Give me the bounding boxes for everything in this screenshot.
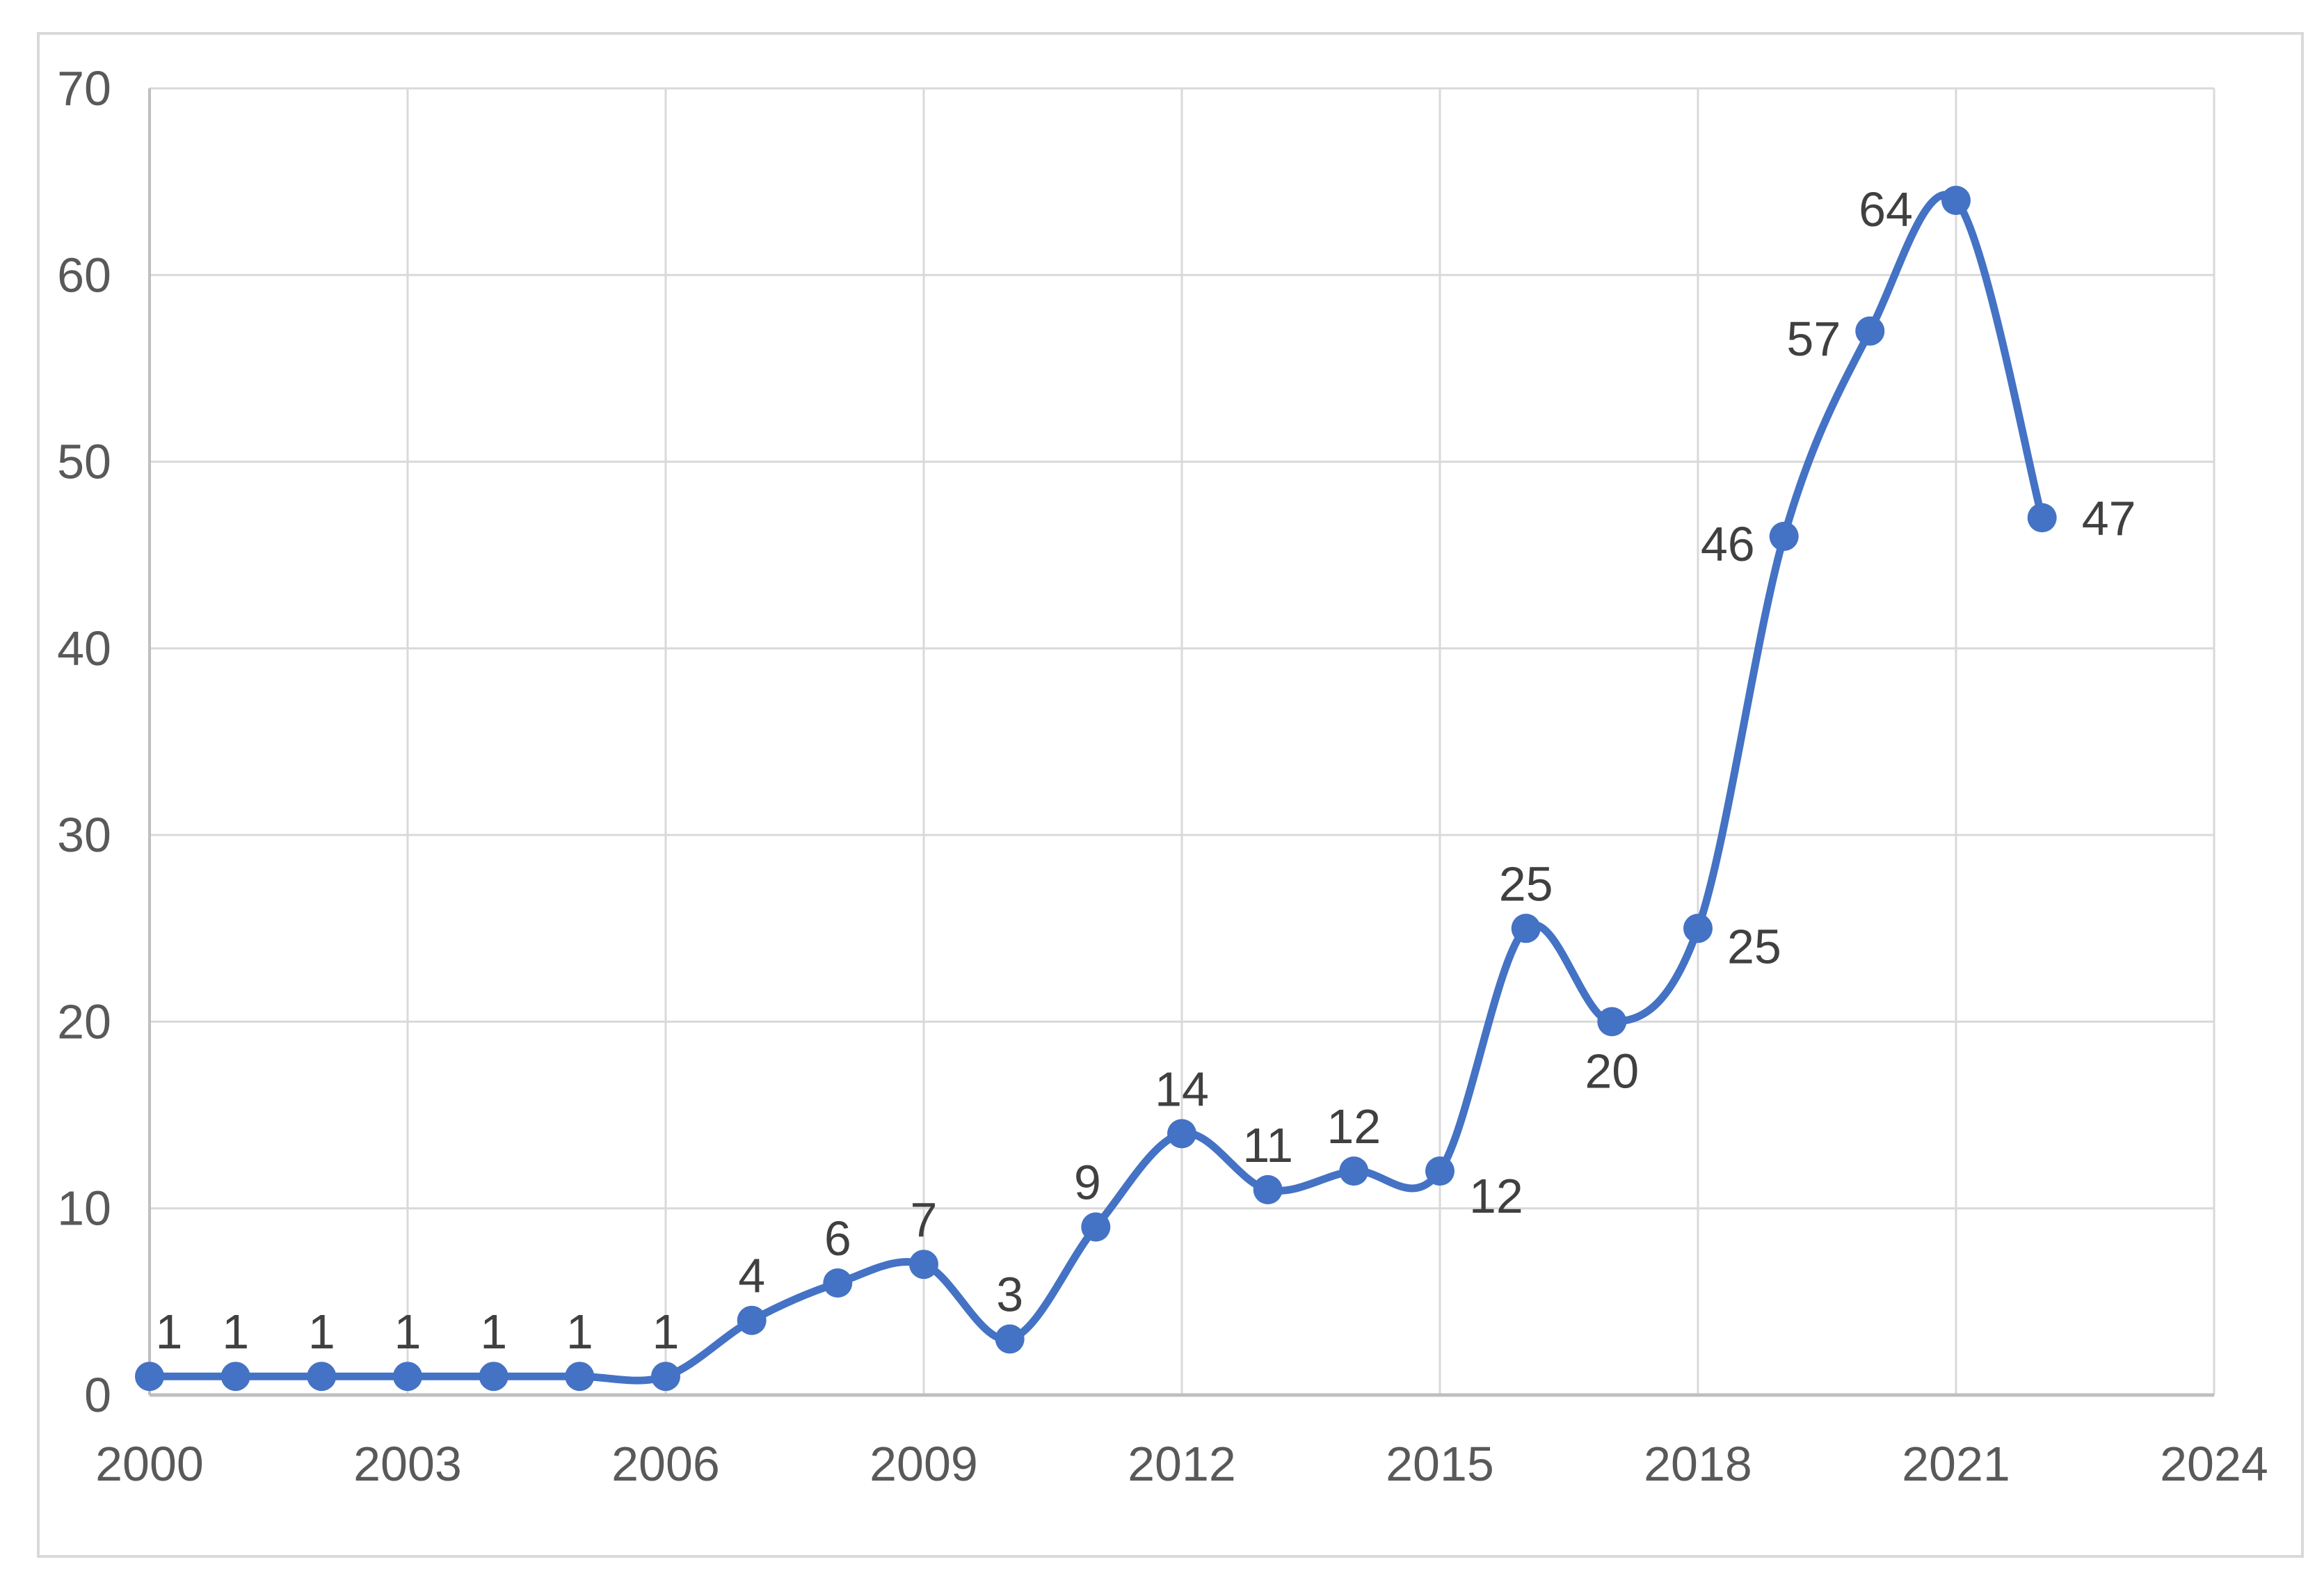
data-point-label: 1: [156, 1305, 183, 1359]
data-point-label: 14: [1155, 1062, 1209, 1116]
data-point-marker: [1339, 1156, 1369, 1186]
chart-border: [37, 32, 2304, 1558]
data-point-marker: [909, 1250, 938, 1280]
data-point-label: 1: [480, 1305, 507, 1359]
data-point-marker: [1597, 1007, 1627, 1037]
data-point-label: 1: [222, 1305, 249, 1359]
data-point-marker: [1855, 316, 1885, 346]
data-point-label: 12: [1327, 1099, 1381, 1154]
data-point-label: 25: [1499, 856, 1553, 911]
data-point-label: 4: [738, 1249, 765, 1303]
data-point-marker: [1769, 521, 1799, 551]
data-point-marker: [737, 1305, 767, 1335]
data-point-marker: [1425, 1156, 1454, 1186]
data-point-marker: [1683, 914, 1713, 943]
data-point-label: 9: [1074, 1156, 1101, 1210]
y-tick-label: 30: [57, 808, 111, 862]
data-point-marker: [2027, 503, 2057, 533]
x-tick-label: 2009: [870, 1437, 978, 1491]
data-point-label: 47: [2082, 491, 2136, 545]
axes: [148, 88, 2214, 1397]
gridlines: [150, 87, 2215, 1395]
x-tick-label: 2015: [1386, 1437, 1494, 1491]
y-tick-label: 50: [57, 435, 111, 489]
x-tick-label: 2006: [611, 1437, 720, 1491]
data-point-label: 20: [1585, 1044, 1639, 1098]
data-point-marker: [393, 1362, 422, 1392]
data-point-label: 57: [1786, 312, 1841, 366]
y-tick-label: 60: [57, 248, 111, 302]
markers: [135, 186, 2057, 1392]
y-tick-label: 40: [57, 621, 111, 676]
data-point-marker: [1167, 1119, 1196, 1149]
data-point-label: 3: [996, 1268, 1023, 1322]
data-point-marker: [1081, 1212, 1111, 1242]
series: [145, 191, 2046, 1385]
data-point-marker: [565, 1362, 595, 1392]
x-tick-label: 2024: [2160, 1437, 2268, 1491]
data-point-label: 25: [1727, 919, 1781, 973]
x-tick-label: 2003: [353, 1437, 462, 1491]
data-point-marker: [823, 1268, 853, 1298]
x-tick-label: 2012: [1128, 1437, 1236, 1491]
y-tick-label: 10: [57, 1181, 111, 1236]
data-point-marker: [479, 1362, 508, 1392]
data-point-marker: [307, 1362, 337, 1392]
x-tick-label: 2000: [95, 1437, 204, 1491]
data-point-label: 64: [1859, 182, 1913, 237]
data-point-label: 1: [394, 1305, 422, 1359]
series-line: [145, 191, 2046, 1385]
data-point-label: 1: [308, 1305, 335, 1359]
y-tick-label: 70: [57, 61, 111, 115]
data-point-label: 46: [1701, 517, 1755, 571]
data-point-label: 12: [1469, 1169, 1523, 1223]
data-point-marker: [651, 1362, 680, 1392]
y-tick-label: 0: [84, 1368, 111, 1422]
x-tick-label: 2018: [1644, 1437, 1752, 1491]
data-point-marker: [1253, 1174, 1283, 1204]
data-point-marker: [995, 1324, 1025, 1354]
data-point-label: 1: [566, 1305, 593, 1359]
y-tick-label: 20: [57, 994, 111, 1049]
data-point-marker: [1511, 914, 1541, 943]
data-point-marker: [135, 1362, 164, 1392]
data-point-label: 11: [1242, 1118, 1293, 1172]
data-point-label: 7: [911, 1193, 938, 1247]
data-point-marker: [221, 1362, 250, 1392]
x-tick-label: 2021: [1902, 1437, 2010, 1491]
data-point-marker: [1941, 186, 1971, 215]
data-point-label: 6: [824, 1211, 851, 1266]
data-point-label: 1: [652, 1305, 680, 1359]
